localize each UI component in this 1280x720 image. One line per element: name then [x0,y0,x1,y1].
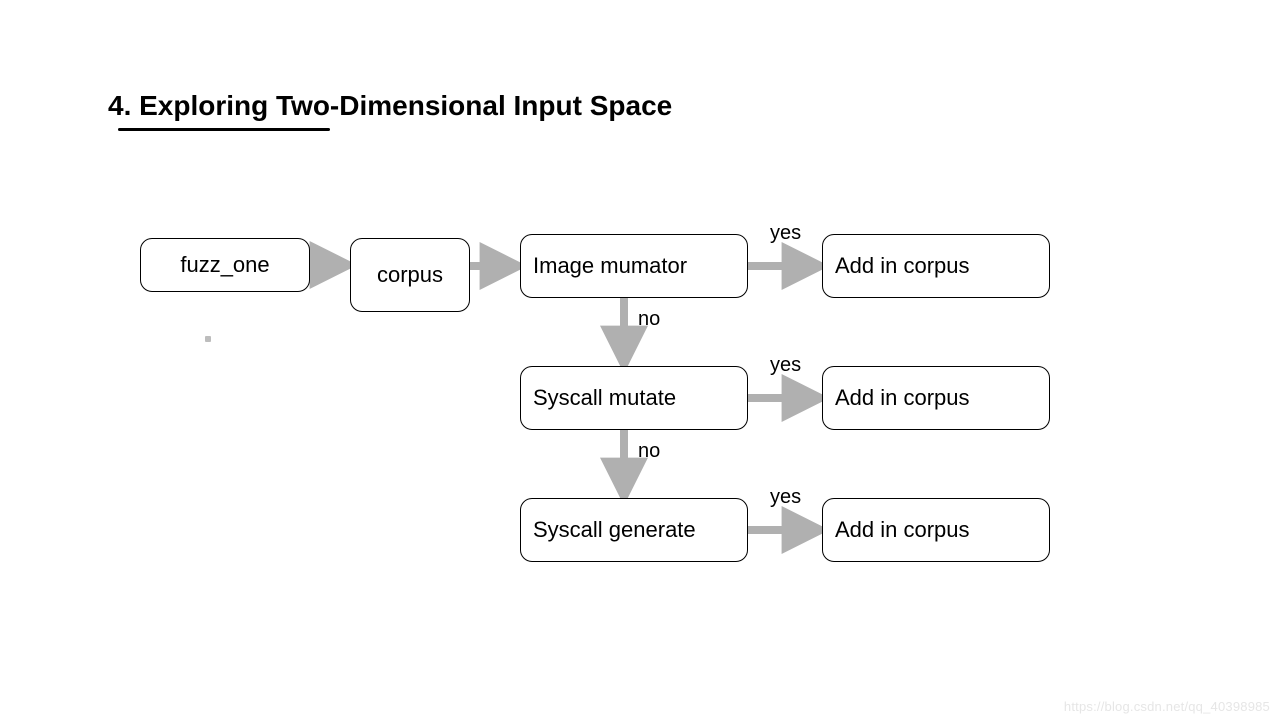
node-syscall-mutate: Syscall mutate [520,366,748,430]
edge-label-yes-2: yes [770,354,801,377]
page-title: 4. Exploring Two-Dimensional Input Space [108,90,672,122]
node-add-corpus-2: Add in corpus [822,366,1050,430]
node-add-corpus-3: Add in corpus [822,498,1050,562]
edge-label-no-1: no [638,308,660,331]
stray-dot [205,336,211,342]
node-add-corpus-1: Add in corpus [822,234,1050,298]
watermark: https://blog.csdn.net/qq_40398985 [1064,699,1270,714]
node-corpus: corpus [350,238,470,312]
edge-label-no-2: no [638,440,660,463]
node-syscall-generate: Syscall generate [520,498,748,562]
node-image-mutator: Image mumator [520,234,748,298]
title-underline [118,128,330,131]
edge-label-yes-3: yes [770,486,801,509]
edge-label-yes-1: yes [770,222,801,245]
node-fuzz-one: fuzz_one [140,238,310,292]
